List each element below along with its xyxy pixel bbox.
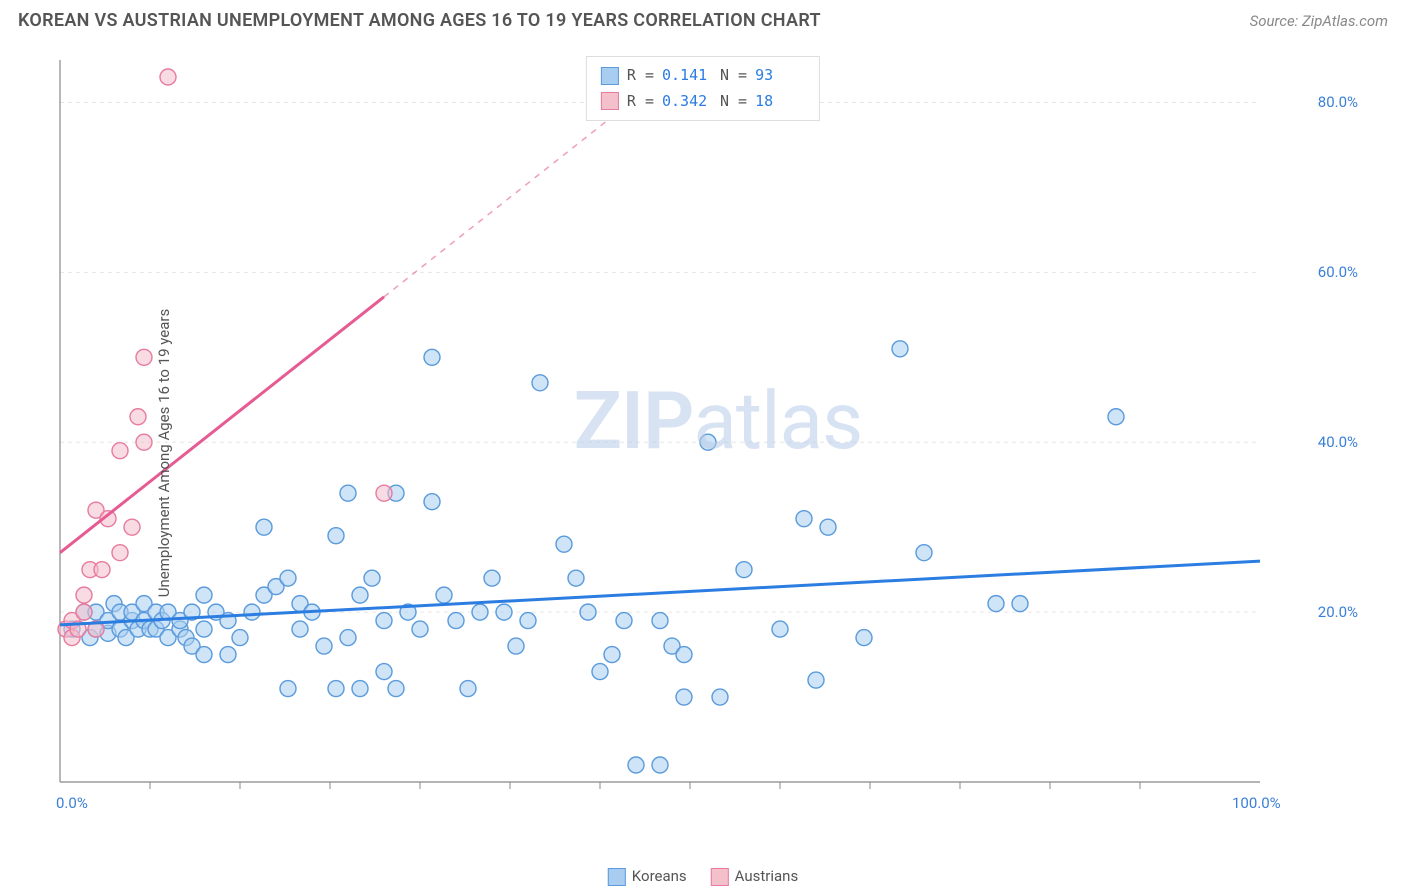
swatch-koreans [601,67,619,85]
chart-title: KOREAN VS AUSTRIAN UNEMPLOYMENT AMONG AG… [18,10,821,31]
source-label: Source: ZipAtlas.com [1250,12,1388,30]
y-tick-label: 20.0% [1318,603,1358,621]
y-axis-label: Unemployment Among Ages 16 to 19 years [155,309,173,597]
legend-item-austrians: Austrians [711,867,799,886]
x-axis-start-label: 0.0% [56,794,88,812]
scatter-plot [50,54,1350,824]
legend-item-koreans: Koreans [608,867,687,886]
chart-area: Unemployment Among Ages 16 to 19 years Z… [50,54,1386,852]
swatch-austrians-icon [711,868,729,886]
legend-bottom: Koreans Austrians [608,867,798,886]
swatch-austrians [601,92,619,110]
y-tick-label: 60.0% [1318,263,1358,281]
swatch-koreans-icon [608,868,626,886]
stats-legend-box: R = 0.141 N = 93 R = 0.342 N = 18 [586,56,820,121]
stats-row-koreans: R = 0.141 N = 93 [601,63,805,89]
y-tick-label: 80.0% [1318,93,1358,111]
y-tick-label: 40.0% [1318,433,1358,451]
x-axis-end-label: 100.0% [1232,794,1281,812]
stats-row-austrians: R = 0.342 N = 18 [601,89,805,115]
